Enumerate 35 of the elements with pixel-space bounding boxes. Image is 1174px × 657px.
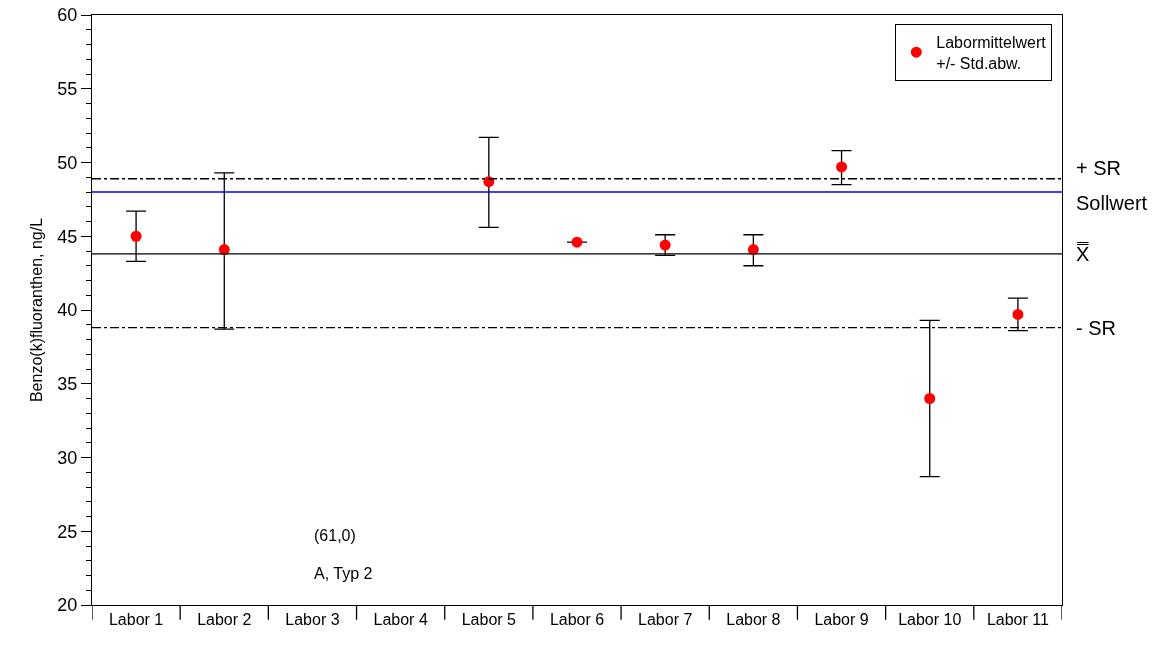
y-tick-label: 20 (57, 595, 78, 616)
annotation: (61,0) (314, 527, 356, 544)
y-tick-label: 40 (57, 300, 78, 321)
point (836, 161, 848, 173)
y-axis-title: Benzo(k)fluoranthen, ng/L (28, 217, 46, 403)
ref-line-label: - SR (1076, 317, 1116, 339)
x-tick-label: Labor 2 (197, 611, 252, 629)
point (571, 236, 583, 248)
y-tick-label: 45 (57, 226, 78, 247)
x-tick-label: Labor 6 (549, 611, 605, 629)
point (659, 239, 671, 251)
x-tick-label: Labor 8 (726, 611, 781, 629)
legend-label: Labormittelwert +/- Std.abw. (936, 33, 1047, 72)
x-tick-label: Labor 11 (986, 611, 1049, 629)
x-tick-label: Labor 5 (461, 611, 517, 629)
point (483, 176, 495, 188)
ref-line-label: Sollwert (1076, 192, 1148, 214)
y-tick-label: 25 (57, 521, 78, 542)
x-tick-label: Labor 9 (814, 611, 869, 629)
y-tick-label: 30 (57, 447, 78, 468)
y-tick-label: 55 (57, 79, 78, 100)
y-tick-label: 60 (57, 5, 78, 26)
y-tick-label: 50 (57, 152, 78, 173)
x-tick-label: Labor 10 (898, 611, 962, 629)
point (924, 393, 936, 404)
x-tick-label: Labor 3 (285, 611, 340, 629)
point (130, 230, 142, 242)
ref-line-label: + SR (1076, 157, 1122, 179)
x-tick-label: Labor 1 (108, 611, 164, 629)
y-tick-label: 35 (57, 374, 78, 395)
ref-line-label: X̿ (1076, 242, 1090, 265)
x-tick-label: Labor 4 (373, 611, 428, 629)
point (1012, 308, 1024, 320)
annotation: A, Typ 2 (314, 565, 373, 582)
x-tick-label: Labor 7 (638, 611, 693, 629)
